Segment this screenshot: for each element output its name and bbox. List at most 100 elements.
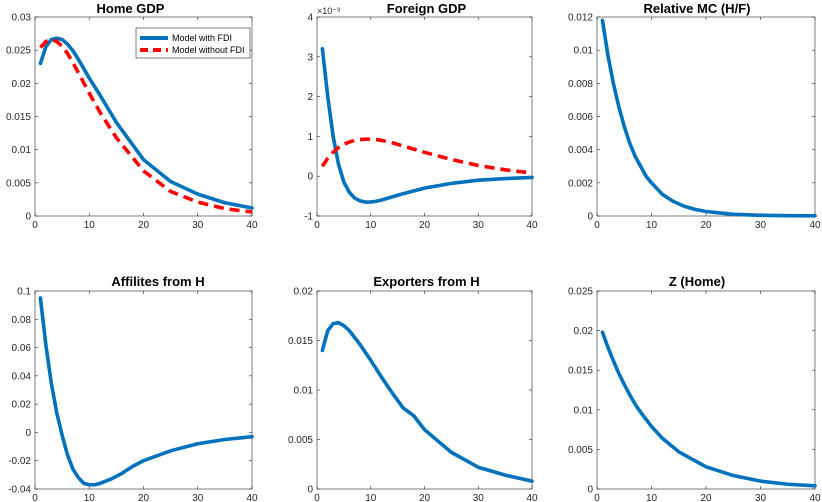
y-tick-label: 0.06 (12, 343, 32, 354)
y-tick-label: 4 (307, 13, 313, 24)
y-tick-label: 0.04 (12, 371, 32, 382)
y-tick-label: 0.005 (288, 435, 313, 446)
x-tick-label: 20 (700, 493, 712, 502)
x-tick-label: 10 (84, 493, 96, 502)
chart-title: Foreign GDP (387, 1, 467, 16)
y-tick-label: 0.012 (568, 13, 593, 24)
y-tick-label: -1 (304, 212, 313, 223)
y-tick-label: 0.01 (574, 405, 594, 416)
x-tick-label: 20 (138, 493, 150, 502)
panel-marks: 0 10 20 30 40 0 0.005 0.01 0.015 0.02 (288, 287, 538, 502)
y-tick-label: 0.01 (574, 46, 594, 57)
x-tick-label: 10 (365, 493, 377, 502)
x-tick-label: 40 (809, 220, 821, 231)
y-tick-label: 0.004 (568, 145, 593, 156)
series-line-with-fdi (320, 47, 534, 204)
chart-title: Relative MC (H/F) (644, 1, 751, 16)
x-tick-label: 0 (32, 493, 38, 502)
y-tick-label: 0.02 (12, 79, 32, 90)
panel-affiliates-from-h: Affilites from H 0 10 20 30 40 -0.04 -0.02 0 0.0… (8, 274, 258, 502)
y-axis-scale-label: ×10⁻³ (317, 6, 340, 16)
y-tick-label: -0.02 (8, 456, 31, 467)
x-tick-label: 0 (594, 493, 600, 502)
y-tick-label: 1 (307, 132, 313, 143)
legend-label-with-fdi: Model with FDI (172, 33, 232, 43)
x-tick-label: 40 (246, 493, 258, 502)
y-tick-label: 0.02 (574, 326, 594, 337)
y-tick-label: 0 (25, 428, 31, 439)
y-tick-label: 0.025 (6, 46, 31, 57)
series-line-with-fdi (600, 330, 817, 488)
series-line-without-fdi (39, 37, 253, 214)
axes-box (596, 290, 816, 490)
x-tick-label: 20 (419, 493, 431, 502)
x-tick-label: 30 (755, 220, 767, 231)
x-tick-label: 40 (246, 220, 258, 231)
x-tick-label: 30 (473, 220, 485, 231)
y-tick-label: 0.03 (12, 13, 32, 24)
y-tick-label: 0.02 (12, 400, 32, 411)
y-tick-label: 0 (307, 485, 313, 496)
x-tick-label: 10 (84, 220, 96, 231)
panel-z-home: Z (Home) 0 10 20 30 40 0 0.005 0.01 0.015 0.02 0.0… (568, 274, 821, 502)
series-line-with-fdi (600, 18, 817, 218)
x-tick-label: 30 (755, 493, 767, 502)
x-tick-label: 40 (526, 493, 538, 502)
x-tick-label: 10 (365, 220, 377, 231)
series-line-with-fdi (320, 320, 534, 483)
y-tick-label: 0.015 (568, 366, 593, 377)
x-tick-label: 10 (646, 493, 658, 502)
chart-title: Z (Home) (669, 274, 725, 289)
y-tick-label: 0.006 (568, 112, 593, 123)
y-tick-label: 0.005 (6, 178, 31, 189)
x-tick-label: 0 (314, 220, 320, 231)
y-tick-label: 0.008 (568, 79, 593, 90)
panel-exporters-from-h: Exporters from H 0 10 20 30 40 0 0.005 0.01 0.01… (288, 274, 538, 502)
y-tick-label: 0.005 (568, 445, 593, 456)
x-tick-label: 20 (700, 220, 712, 231)
x-tick-label: 30 (473, 493, 485, 502)
chart-title: Affilites from H (111, 274, 204, 289)
axes-box (34, 290, 253, 490)
y-tick-label: 0 (25, 212, 31, 223)
y-tick-label: 0.015 (6, 112, 31, 123)
y-tick-label: 0.1 (17, 287, 31, 298)
y-tick-label: 0.025 (568, 287, 593, 298)
chart-title: Exporters from H (373, 274, 479, 289)
series-line-without-fdi (320, 137, 533, 175)
y-tick-label: 0.08 (12, 315, 32, 326)
x-tick-label: 10 (646, 220, 658, 231)
axes-box (316, 290, 533, 490)
x-tick-label: 0 (314, 493, 320, 502)
axes-box (596, 16, 816, 217)
legend-label-without-fdi: Model without FDI (172, 45, 245, 55)
x-tick-label: 30 (192, 220, 204, 231)
x-tick-label: 30 (192, 493, 204, 502)
y-tick-label: 2 (307, 92, 313, 103)
series-line-with-fdi (38, 296, 254, 487)
y-tick-label: 0.01 (294, 386, 314, 397)
legend-box (135, 27, 251, 59)
x-tick-label: 40 (526, 220, 538, 231)
y-tick-label: 0 (587, 485, 593, 496)
y-tick-label: 0.01 (12, 145, 32, 156)
x-tick-label: 20 (138, 220, 150, 231)
y-tick-label: 3 (307, 52, 313, 63)
chart-title: Home GDP (97, 1, 165, 16)
y-tick-label: 0.02 (294, 287, 314, 298)
y-tick-label: -0.04 (8, 485, 31, 496)
x-tick-label: 0 (594, 220, 600, 231)
y-tick-label: 0.015 (288, 336, 313, 347)
panel-marks: 0 10 20 30 40 0 0.002 0.004 0.006 0.008 0.01 0.012 (568, 13, 821, 232)
panel-marks: 0 10 20 30 40 0 0.005 0.01 0.015 0.02 0.025 (568, 287, 821, 502)
y-tick-label: 0.002 (568, 178, 593, 189)
axes-box (316, 16, 533, 217)
y-tick-label: 0 (307, 172, 313, 183)
x-tick-label: 20 (419, 220, 431, 231)
legend: Model with FDI Model without FDI (135, 27, 251, 59)
y-tick-label: 0 (587, 212, 593, 223)
x-tick-label: 40 (809, 493, 821, 502)
